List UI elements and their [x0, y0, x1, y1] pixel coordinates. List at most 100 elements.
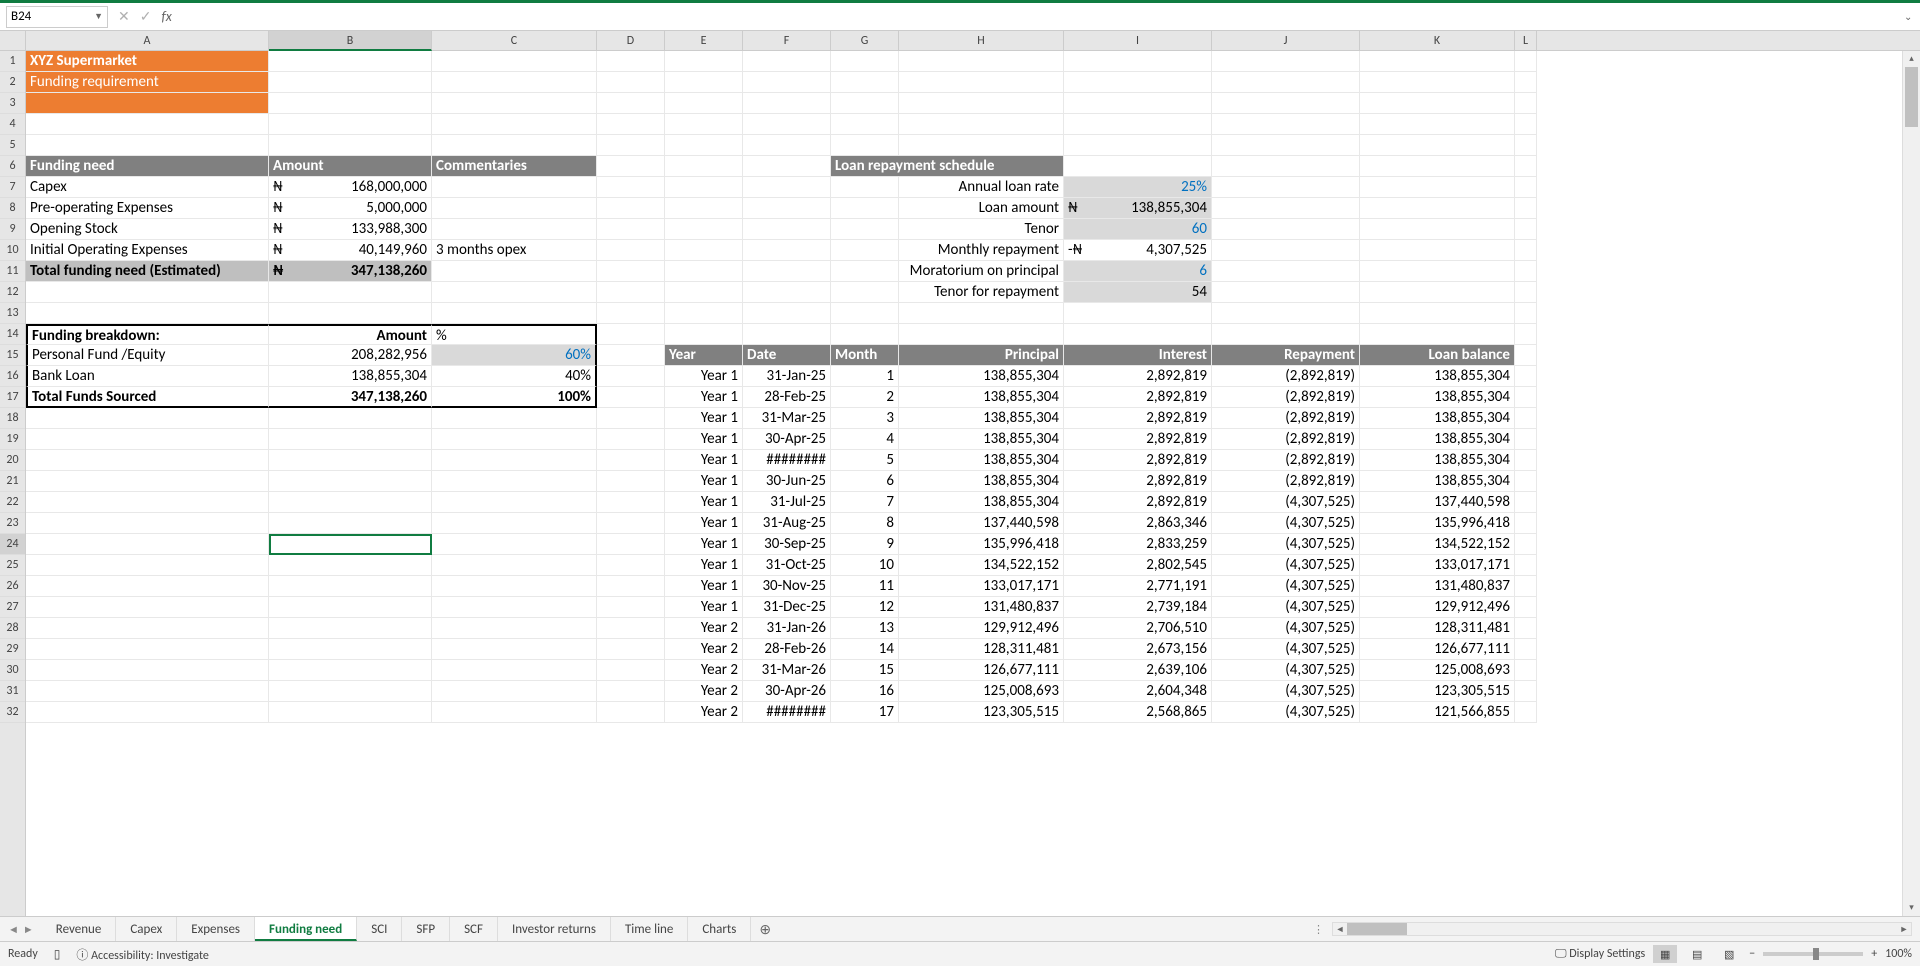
cell[interactable]: (4,307,525) — [1212, 681, 1360, 702]
cell[interactable] — [597, 681, 665, 702]
scroll-up-icon[interactable]: ▴ — [1903, 51, 1920, 67]
cell[interactable] — [743, 114, 831, 135]
cell[interactable]: Monthly repayment — [899, 240, 1064, 261]
cell[interactable] — [269, 135, 432, 156]
zoom-in-button[interactable]: + — [1871, 947, 1877, 961]
cell[interactable] — [1515, 513, 1537, 534]
cell[interactable] — [665, 303, 743, 324]
cell[interactable]: (4,307,525) — [1212, 555, 1360, 576]
cell[interactable]: ######## — [743, 450, 831, 471]
cell[interactable] — [269, 639, 432, 660]
page-break-view-button[interactable]: ▧ — [1717, 945, 1741, 963]
cell[interactable]: 2,639,106 — [1064, 660, 1212, 681]
cell[interactable]: 9 — [831, 534, 899, 555]
cell[interactable] — [26, 555, 269, 576]
col-header-E[interactable]: E — [665, 31, 743, 50]
cell[interactable]: 123,305,515 — [899, 702, 1064, 723]
row-header-15[interactable]: 15 — [0, 345, 25, 366]
cell[interactable] — [1515, 639, 1537, 660]
cell[interactable] — [269, 702, 432, 723]
col-header-F[interactable]: F — [743, 31, 831, 50]
cell[interactable] — [743, 198, 831, 219]
cell[interactable] — [597, 93, 665, 114]
cell[interactable]: Initial Operating Expenses — [26, 240, 269, 261]
cell[interactable] — [831, 72, 899, 93]
cell[interactable] — [1515, 450, 1537, 471]
cell[interactable] — [432, 681, 597, 702]
cell[interactable] — [269, 93, 432, 114]
col-header-K[interactable]: K — [1360, 31, 1515, 50]
cell[interactable]: Principal — [899, 345, 1064, 366]
cell[interactable]: (2,892,819) — [1212, 450, 1360, 471]
cell[interactable]: 138,855,304 — [1360, 387, 1515, 408]
cell[interactable]: 30-Sep-25 — [743, 534, 831, 555]
cell[interactable]: Repayment — [1212, 345, 1360, 366]
cell[interactable] — [26, 513, 269, 534]
cell[interactable] — [432, 618, 597, 639]
cell[interactable] — [1064, 303, 1212, 324]
macro-record-icon[interactable]: ▯ — [54, 947, 61, 962]
cell[interactable]: Year 1 — [665, 429, 743, 450]
row-header-5[interactable]: 5 — [0, 135, 25, 156]
cell[interactable] — [269, 303, 432, 324]
cell[interactable]: (4,307,525) — [1212, 660, 1360, 681]
horizontal-scrollbar[interactable]: ◄ ► — [1332, 922, 1912, 936]
cell[interactable]: Year 2 — [665, 639, 743, 660]
cell[interactable] — [1064, 72, 1212, 93]
cell[interactable]: Year — [665, 345, 743, 366]
cell[interactable]: 131,480,837 — [1360, 576, 1515, 597]
cell[interactable] — [1515, 660, 1537, 681]
formula-input[interactable] — [182, 6, 1904, 28]
cell[interactable] — [597, 114, 665, 135]
cell[interactable]: 135,996,418 — [1360, 513, 1515, 534]
cell[interactable] — [831, 198, 899, 219]
cell[interactable] — [432, 492, 597, 513]
cell[interactable] — [899, 324, 1064, 345]
cell[interactable] — [1212, 261, 1360, 282]
cell[interactable] — [1515, 387, 1537, 408]
cell[interactable]: Loan amount — [899, 198, 1064, 219]
cell[interactable]: 13 — [831, 618, 899, 639]
cell[interactable] — [1212, 135, 1360, 156]
cell[interactable] — [26, 114, 269, 135]
cell[interactable] — [831, 93, 899, 114]
cell[interactable] — [432, 702, 597, 723]
cell[interactable]: Year 2 — [665, 702, 743, 723]
cell[interactable] — [1515, 597, 1537, 618]
tab-nav[interactable]: ◄ ► — [0, 923, 42, 936]
row-header-11[interactable]: 11 — [0, 261, 25, 282]
cell[interactable] — [597, 429, 665, 450]
cell[interactable] — [432, 114, 597, 135]
fx-icon[interactable]: fx — [161, 8, 171, 25]
cell[interactable]: 8 — [831, 513, 899, 534]
cell[interactable] — [597, 534, 665, 555]
cell[interactable] — [597, 576, 665, 597]
cell[interactable]: Year 1 — [665, 513, 743, 534]
cell[interactable] — [26, 450, 269, 471]
cell[interactable]: 14 — [831, 639, 899, 660]
active-cell[interactable] — [269, 534, 432, 555]
cell[interactable] — [1515, 555, 1537, 576]
cell[interactable] — [269, 51, 432, 72]
col-header-J[interactable]: J — [1212, 31, 1360, 50]
cell[interactable] — [597, 702, 665, 723]
cell[interactable] — [1360, 72, 1515, 93]
cell[interactable] — [1212, 198, 1360, 219]
cell[interactable] — [26, 135, 269, 156]
cell[interactable]: Total funding need (Estimated) — [26, 261, 269, 282]
cell[interactable] — [1515, 93, 1537, 114]
cell[interactable]: 2,673,156 — [1064, 639, 1212, 660]
cell[interactable]: 123,305,515 — [1360, 681, 1515, 702]
cell[interactable] — [597, 471, 665, 492]
cell[interactable] — [1360, 261, 1515, 282]
cell[interactable] — [1064, 324, 1212, 345]
formula-expand-icon[interactable]: ⌄ — [1904, 10, 1920, 23]
cell[interactable]: Year 1 — [665, 387, 743, 408]
cell[interactable] — [269, 471, 432, 492]
cell[interactable]: (4,307,525) — [1212, 639, 1360, 660]
sheet-tab-funding-need[interactable]: Funding need — [255, 917, 357, 941]
cell[interactable]: 2,833,259 — [1064, 534, 1212, 555]
cell[interactable]: 128,311,481 — [1360, 618, 1515, 639]
display-settings-button[interactable]: 🖵 Display Settings — [1555, 947, 1645, 961]
cell[interactable]: Total Funds Sourced — [26, 387, 269, 408]
